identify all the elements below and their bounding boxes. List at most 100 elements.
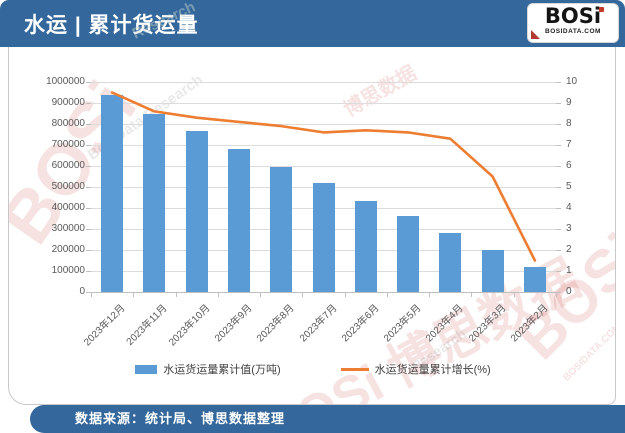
left-axis-tick <box>86 166 91 167</box>
y-axis-label-left: 100000 <box>51 265 85 276</box>
right-axis-tick <box>556 187 561 188</box>
gridline <box>91 145 556 146</box>
bar-2023年10月 <box>185 131 208 292</box>
bosi-logo-domain: BOSIDATA.COM <box>545 28 601 35</box>
growth-line <box>110 91 537 262</box>
right-axis-tick <box>556 250 561 251</box>
gridline <box>91 103 556 104</box>
x-axis-label: 2023年11月 <box>125 302 171 348</box>
bar-2023年9月 <box>227 149 250 292</box>
combo-chart: 0 0 100000 1 200000 2 300000 3 400000 4 500000 5 600… <box>9 47 615 404</box>
footer: 数据来源：统计局、博思数据整理 <box>30 405 625 433</box>
bar-series-label: 水运货运量累计值(万吨) <box>163 364 281 376</box>
left-axis-tick <box>86 82 91 83</box>
y-axis-label-left: 900000 <box>51 97 85 108</box>
chart-panel: BOSi BosiData Research 博思数据 BOSi 博思数据 BO… <box>8 47 616 405</box>
x-axis-tick <box>133 293 135 297</box>
x-axis-label: 2023年9月 <box>212 302 255 345</box>
bosi-logo: BOSi BOSIDATA.COM <box>528 4 618 42</box>
y-axis-label-left: 600000 <box>51 160 85 171</box>
x-axis-tick <box>429 293 431 297</box>
x-axis-tick <box>386 293 388 297</box>
legend-item-line-series: 水运货运量累计增长(%) <box>340 361 491 377</box>
line-series-label: 水运货运量累计增长(%) <box>374 364 491 376</box>
x-axis-tick <box>556 293 557 297</box>
header: 水运 | 累计货运量 Research BOSi BOSIDATA.COM <box>0 0 625 47</box>
x-axis-label: 2023年7月 <box>297 302 340 345</box>
x-axis-line <box>91 292 557 293</box>
y-axis-label-right: 8 <box>566 118 572 129</box>
right-axis-tick <box>556 124 561 125</box>
x-axis-label: 2023年12月 <box>82 302 128 349</box>
left-axis-tick <box>86 187 91 188</box>
gridline <box>91 82 556 83</box>
y-axis-label-right: 2 <box>566 244 572 255</box>
bar-2023年8月 <box>270 167 293 292</box>
right-axis-tick <box>556 103 561 104</box>
y-axis-label-right: 1 <box>566 265 572 276</box>
y-axis-label-left: 1000000 <box>46 76 85 87</box>
logo-dot-icon <box>599 7 604 12</box>
y-axis-label-right: 0 <box>566 286 572 297</box>
x-axis-tick <box>175 293 177 297</box>
y-axis-label-right: 7 <box>566 139 572 150</box>
y-axis-label-left: 400000 <box>51 202 85 213</box>
right-axis-tick <box>556 145 561 146</box>
left-axis-tick <box>86 271 91 272</box>
x-axis-label: 2023年4月 <box>424 302 466 345</box>
x-axis-label: 2023年2月 <box>508 302 551 345</box>
x-axis-label: 2023年3月 <box>466 302 509 345</box>
bar-series-swatch <box>135 364 158 374</box>
bar-2023年12月 <box>101 94 124 292</box>
right-axis-tick <box>556 82 561 83</box>
logo-arrow-icon <box>531 30 540 39</box>
bosi-logo-text: BOSi <box>544 4 602 28</box>
x-axis-label: 2023年8月 <box>255 302 297 345</box>
gridline <box>91 166 556 167</box>
chart-legend: 水运货运量累计值(万吨) 水运货运量累计增长(%) <box>9 361 615 377</box>
right-axis-tick <box>556 166 561 167</box>
legend-item-bar-series: 水运货运量累计值(万吨) <box>135 361 281 377</box>
page-title: 水运 | 累计货运量 <box>24 14 199 37</box>
left-axis-tick <box>86 103 91 104</box>
left-axis-tick <box>86 208 91 209</box>
bar-2023年2月 <box>523 266 546 292</box>
y-axis-label-right: 4 <box>566 202 572 213</box>
bar-2023年5月 <box>397 216 420 292</box>
x-axis-label: 2023年6月 <box>339 302 382 345</box>
x-axis-tick <box>217 293 219 297</box>
left-axis-tick <box>86 250 91 251</box>
left-axis-tick <box>86 145 91 146</box>
right-axis-tick <box>556 208 561 209</box>
bar-2023年4月 <box>439 233 462 292</box>
x-axis-tick <box>91 293 92 297</box>
bar-2023年3月 <box>481 250 504 292</box>
right-axis-tick <box>556 229 561 230</box>
x-axis-tick <box>513 293 515 297</box>
bar-2023年11月 <box>143 113 166 292</box>
y-axis-label-left: 300000 <box>51 223 85 234</box>
left-axis-tick <box>86 292 91 293</box>
x-axis-label: 2023年5月 <box>382 302 424 345</box>
y-axis-label-right: 3 <box>566 223 572 234</box>
y-axis-label-left: 700000 <box>51 139 85 150</box>
y-axis-label-right: 9 <box>566 97 572 108</box>
bar-2023年7月 <box>312 182 335 292</box>
data-source: 数据来源：统计局、博思数据整理 <box>75 411 286 426</box>
y-axis-label-left: 200000 <box>51 244 85 255</box>
left-axis-tick <box>86 229 91 230</box>
y-axis-label-left: 500000 <box>51 181 85 192</box>
y-axis-label-right: 10 <box>566 76 578 87</box>
x-axis-tick <box>344 293 346 297</box>
x-axis-label: 2023年10月 <box>166 302 213 349</box>
gridline <box>91 124 556 125</box>
y-axis-label-left: 800000 <box>51 118 85 129</box>
x-axis-tick <box>260 293 262 297</box>
line-series-swatch <box>340 367 369 371</box>
bar-2023年6月 <box>354 200 377 292</box>
y-axis-label-left: 0 <box>79 286 85 297</box>
y-axis-label-right: 5 <box>566 181 572 192</box>
x-axis-tick <box>471 293 473 297</box>
x-axis-tick <box>302 293 304 297</box>
